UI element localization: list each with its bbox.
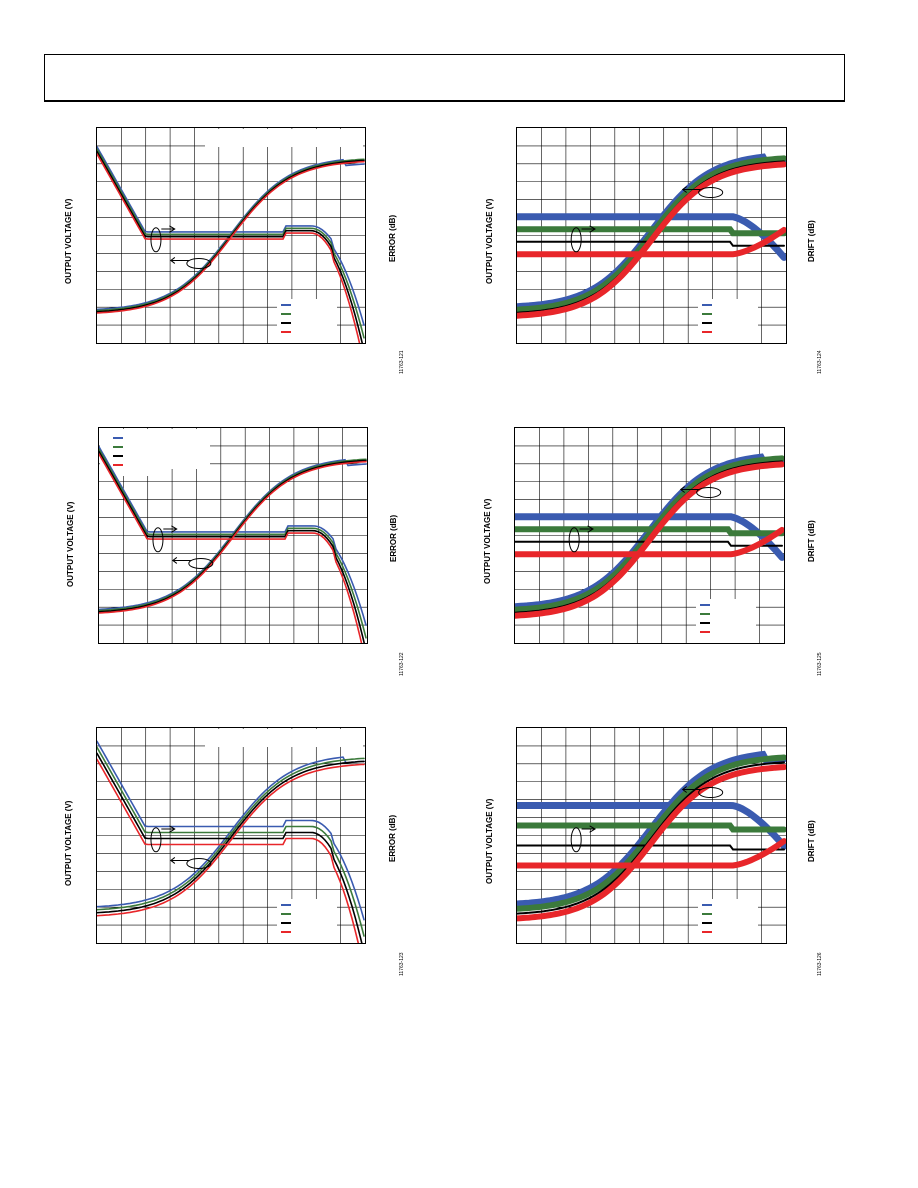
annotation-ellipse — [150, 227, 162, 253]
drift-curve — [515, 513, 784, 561]
annotation-ellipse — [186, 857, 212, 869]
legend-box — [698, 899, 758, 943]
annotation-arrow — [172, 557, 191, 564]
output-voltage-curve — [97, 763, 365, 917]
drift-curve — [517, 226, 786, 258]
error-curve — [97, 758, 360, 943]
right-axis-label: ERROR (dB) — [388, 214, 397, 262]
error-curve — [97, 746, 365, 937]
figure-code: 11763-126 — [817, 952, 823, 976]
page-header-box — [44, 54, 845, 102]
annotation-ellipse — [698, 787, 724, 798]
left-axis-label: OUTPUT VOLTAGE (V) — [485, 798, 494, 884]
right-axis-label: DRIFT (dB) — [807, 220, 816, 262]
output-voltage-curve — [515, 461, 784, 619]
figure-code: 11763-123 — [399, 952, 405, 976]
error-curve — [97, 752, 363, 943]
left-axis-label: OUTPUT VOLTAGE (V) — [485, 198, 494, 284]
output-voltage-curve — [517, 754, 786, 912]
right-axis-label: ERROR (dB) — [389, 514, 398, 562]
annotation-ellipse — [186, 257, 212, 269]
annotation-arrow — [581, 225, 596, 233]
chart-svg — [515, 428, 784, 643]
left-axis-label: OUTPUT VOLTAGE (V) — [64, 800, 73, 886]
annotation-ellipse — [696, 487, 722, 498]
output-voltage-curve — [517, 155, 786, 313]
chart-svg — [517, 728, 786, 943]
error-curve — [99, 450, 366, 643]
annotation-arrow — [163, 525, 178, 533]
left-axis-label: OUTPUT VOLTAGE (V) — [66, 501, 75, 587]
drift-curve — [517, 822, 786, 833]
drift-curve — [517, 838, 786, 869]
chart-plot-area — [96, 127, 366, 344]
left-axis-label: OUTPUT VOLTAGE (V) — [64, 198, 73, 284]
chart-svg — [517, 128, 786, 343]
annotation-arrow — [579, 525, 594, 533]
output-voltage-curve — [97, 160, 365, 314]
drift-curve — [515, 526, 784, 558]
annotation-ellipse — [568, 527, 580, 553]
figure-code: 11763-122 — [399, 652, 405, 676]
legend-box — [277, 899, 337, 943]
legend-box — [698, 299, 758, 343]
error-curve — [97, 146, 365, 326]
error-curve — [97, 153, 361, 343]
legend-box — [696, 599, 756, 643]
annotation-arrow — [681, 786, 701, 793]
annotation-arrow — [170, 857, 189, 864]
output-voltage-curve — [515, 455, 784, 613]
left-axis-label: OUTPUT VOLTAGE (V) — [483, 498, 492, 584]
figure-code: 11763-125 — [817, 652, 823, 676]
error-curve — [97, 148, 365, 339]
output-voltage-curve — [517, 761, 785, 915]
error-curve — [97, 740, 365, 921]
right-axis-label: DRIFT (dB) — [807, 520, 816, 562]
annotation-arrow — [581, 825, 596, 833]
error-curve — [99, 446, 367, 626]
right-axis-label: DRIFT (dB) — [807, 820, 816, 862]
annotation-ellipse — [152, 527, 164, 553]
output-voltage-curve — [517, 764, 786, 922]
drift-curve — [517, 213, 786, 261]
annotation-ellipse — [150, 827, 162, 853]
chart-svg — [99, 428, 367, 643]
legend-box — [109, 432, 169, 476]
annotation-arrow — [161, 225, 176, 233]
chart-plot-area — [516, 727, 787, 944]
figure-code: 11763-121 — [399, 350, 405, 374]
chart-plot-area — [514, 427, 785, 644]
chart-plot-area — [516, 127, 787, 344]
chart-plot-area — [96, 727, 366, 944]
chart-svg — [97, 128, 365, 343]
annotation-arrow — [679, 486, 699, 493]
drift-curve — [515, 526, 784, 537]
error-curve — [99, 448, 367, 639]
figure-code: 11763-124 — [817, 350, 823, 374]
legend-box — [205, 729, 363, 747]
output-voltage-curve — [97, 757, 365, 911]
annotation-ellipse — [188, 557, 214, 569]
drift-curve — [517, 802, 786, 850]
annotation-arrow — [161, 825, 176, 833]
annotation-ellipse — [570, 827, 582, 853]
output-voltage-curve — [97, 760, 365, 914]
output-voltage-curve — [97, 756, 365, 908]
annotation-ellipse — [570, 227, 582, 253]
drift-curve — [517, 226, 786, 237]
output-voltage-curve — [99, 460, 367, 614]
annotation-arrow — [170, 257, 189, 264]
error-curve — [99, 453, 363, 643]
annotation-ellipse — [698, 187, 724, 198]
legend-box — [205, 129, 363, 147]
chart-svg — [97, 728, 365, 943]
annotation-arrow — [681, 186, 701, 193]
chart-plot-area — [98, 427, 368, 644]
output-voltage-curve — [517, 161, 786, 319]
right-axis-label: ERROR (dB) — [388, 814, 397, 862]
legend-box — [277, 299, 337, 343]
